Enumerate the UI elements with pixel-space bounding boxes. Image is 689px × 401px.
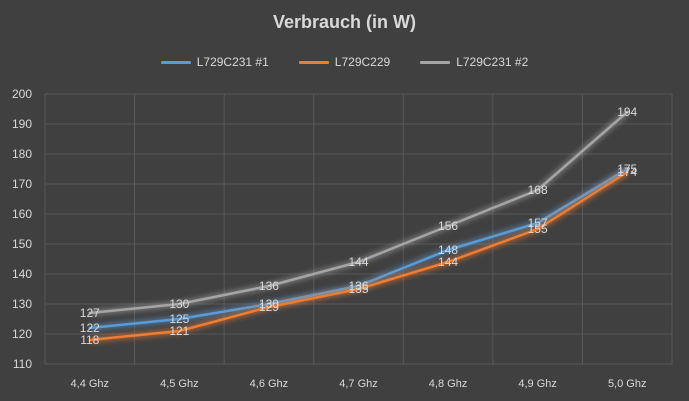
y-tick-label: 160: [12, 207, 32, 221]
x-tick-label: 5,0 Ghz: [608, 378, 647, 390]
y-tick-label: 170: [12, 177, 32, 191]
data-label-series-3: 130: [169, 297, 189, 311]
data-label-series-1: 125: [169, 312, 189, 326]
y-tick-label: 110: [13, 357, 32, 371]
data-label-series-2: 135: [348, 282, 368, 296]
data-label-series-3: 156: [438, 219, 458, 233]
data-label-series-1: 130: [259, 297, 279, 311]
y-tick-label: 120: [12, 327, 32, 341]
data-label-series-2: 144: [438, 255, 458, 269]
x-tick-label: 4,8 Ghz: [429, 378, 468, 390]
data-label-series-1: 148: [438, 243, 458, 257]
x-tick-label: 4,7 Ghz: [339, 378, 378, 390]
data-label-series-2: 118: [80, 333, 99, 347]
legend-label-series-3: L729C231 #2: [456, 55, 529, 69]
data-label-series-3: 127: [80, 306, 100, 320]
y-tick-label: 130: [12, 297, 32, 311]
legend-label-series-1: L729C231 #1: [196, 55, 269, 69]
series-line-3: [88, 110, 629, 315]
data-label-series-1: 157: [528, 216, 548, 230]
x-tick-label: 4,6 Ghz: [250, 378, 289, 390]
y-tick-label: 180: [12, 147, 32, 161]
data-label-series-2: 121: [169, 324, 189, 338]
data-label-series-1: 175: [617, 162, 637, 176]
data-label-series-3: 168: [528, 183, 548, 197]
x-tick-label: 4,4 Ghz: [71, 378, 110, 390]
data-label-series-2: 174: [617, 165, 637, 179]
data-label-series-2: 129: [259, 300, 279, 314]
data-label-series-2: 155: [528, 222, 548, 236]
chart-title: Verbrauch (in W): [272, 12, 416, 32]
y-tick-label: 140: [12, 267, 32, 281]
data-label-series-3: 144: [348, 255, 368, 269]
data-label-series-1: 136: [348, 279, 368, 293]
legend-swatch-series-2: [298, 60, 329, 64]
legend: L729C231 #1 L729C229 L729C231 #2: [0, 55, 689, 69]
data-label-series-3: 194: [617, 105, 637, 119]
legend-swatch-series-3: [420, 60, 451, 64]
series-line-2: [88, 170, 629, 342]
legend-label-series-2: L729C229: [334, 55, 391, 69]
y-tick-label: 200: [12, 87, 32, 101]
y-tick-label: 150: [12, 237, 32, 251]
data-label-series-1: 122: [80, 321, 100, 335]
y-tick-label: 190: [12, 117, 32, 131]
data-label-series-3: 136: [259, 279, 279, 293]
x-tick-label: 4,5 Ghz: [160, 378, 199, 390]
legend-item-series-2: L729C229: [298, 55, 391, 69]
x-tick-label: 4,9 Ghz: [518, 378, 557, 390]
legend-item-series-1: L729C231 #1: [160, 55, 269, 69]
legend-swatch-series-1: [160, 60, 191, 64]
legend-item-series-3: L729C231 #2: [420, 55, 528, 69]
